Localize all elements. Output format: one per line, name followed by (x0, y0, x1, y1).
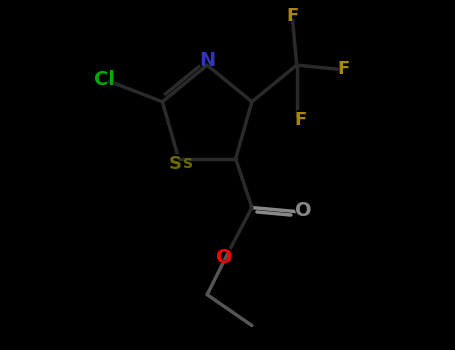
Text: N: N (199, 51, 215, 70)
Text: F: F (287, 7, 299, 25)
Text: O: O (215, 247, 234, 267)
Text: O: O (216, 248, 233, 267)
Text: S: S (168, 154, 183, 174)
Text: F: F (295, 111, 307, 129)
Text: O: O (295, 201, 312, 220)
Text: S: S (169, 155, 182, 173)
Text: F: F (336, 59, 350, 79)
Text: Cl: Cl (94, 70, 115, 89)
Text: F: F (293, 110, 308, 130)
Text: F: F (285, 6, 300, 26)
Text: F: F (337, 60, 349, 78)
Text: O: O (293, 201, 313, 221)
Text: S: S (183, 158, 193, 172)
Text: Cl: Cl (93, 70, 116, 90)
Text: N: N (198, 50, 217, 70)
